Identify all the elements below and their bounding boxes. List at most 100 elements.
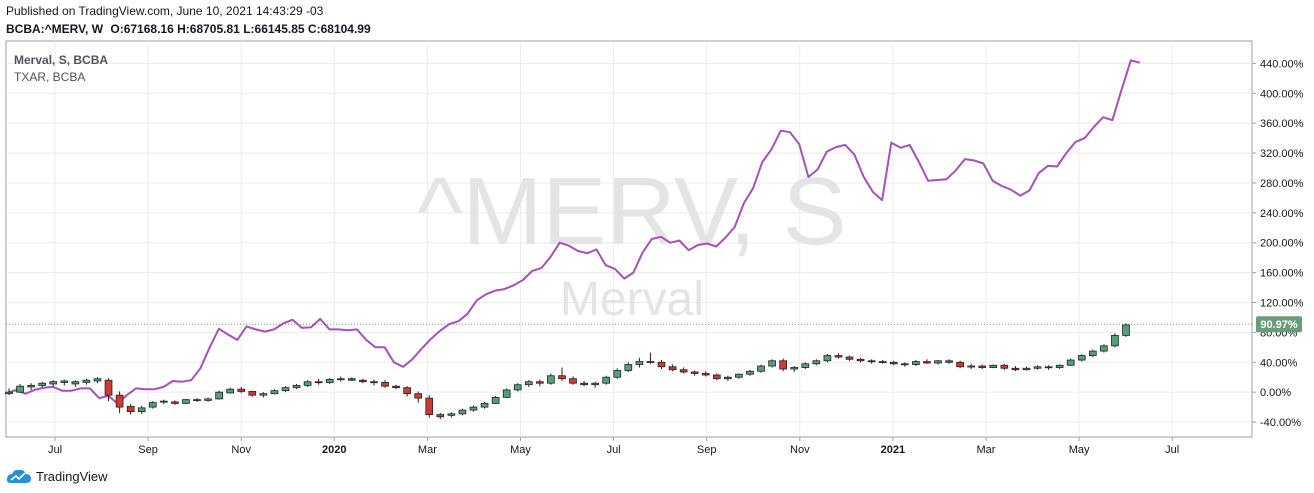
candle-body (359, 379, 367, 383)
candle-body (49, 381, 58, 385)
candle-body (823, 355, 832, 362)
series-line-txar (6, 59, 1141, 405)
candle-body (348, 378, 356, 381)
plot-frame (5, 40, 1253, 438)
candle-body (447, 413, 456, 416)
candle-body (325, 379, 334, 383)
candle-body (712, 374, 721, 380)
x-tick-label: Mar (977, 444, 996, 456)
candle-body (547, 375, 555, 384)
x-tick-label: Sep (138, 444, 158, 456)
low-label: L: (243, 22, 255, 36)
candle-body (779, 360, 787, 370)
chart[interactable]: 440.00% 400.00% 360.00% 320.00% 280.00% 240.0… (0, 0, 1314, 465)
x-tick-label: May (510, 444, 531, 456)
y-tick-label: 200.00% (1260, 238, 1304, 250)
y-tick-label: 320.00% (1260, 148, 1304, 160)
candle-body (60, 380, 69, 383)
candle-body (314, 381, 323, 384)
candle-body (580, 382, 588, 386)
candle-body (237, 388, 246, 392)
y-tick-label: 0.00% (1260, 387, 1291, 399)
candle-body (790, 367, 799, 370)
candle-body (93, 378, 102, 382)
legend-main-series: Merval, S, BCBA (14, 53, 108, 67)
candle-body (1055, 364, 1064, 368)
symbol-ohlc-line: BCBA:^MERV, W O:67168.16 H:68705.81 L:66… (6, 22, 371, 36)
candle-body (591, 382, 599, 386)
candle-body (889, 361, 898, 365)
candle-body (668, 366, 677, 371)
candle-body (934, 360, 942, 364)
candle-body (867, 360, 876, 363)
watermark-name: Merval (560, 273, 704, 326)
brand-name: TradingView (36, 468, 108, 484)
candle-body (148, 402, 157, 408)
candle-body (845, 356, 854, 360)
candle-body (303, 381, 312, 386)
candle-body (569, 378, 577, 384)
candle-body (801, 363, 810, 368)
x-tick-label: 2020 (322, 444, 346, 456)
candle-body (204, 398, 212, 401)
candle-body (989, 364, 998, 368)
candle-body (160, 400, 168, 403)
candle-body (878, 361, 887, 363)
candle-body (259, 393, 268, 396)
candle-body (248, 391, 257, 396)
y-tick-label: 160.00% (1260, 268, 1304, 280)
candle-body (679, 369, 688, 373)
candle-body (1088, 350, 1097, 356)
candle-body (16, 385, 24, 393)
candle-body (536, 381, 544, 384)
candle-body (469, 406, 478, 411)
watermark-symbol: ^MERV, S (417, 158, 846, 265)
low-value: 66145.85 (254, 22, 305, 36)
y-tick-label: 360.00% (1260, 118, 1304, 130)
candle-body (392, 385, 400, 389)
candle-body (215, 391, 223, 400)
candle-body (945, 360, 953, 363)
candle-body (436, 414, 445, 418)
open-label: O: (110, 22, 124, 36)
candle-body (336, 378, 345, 381)
y-tick-label: -40.00% (1260, 417, 1301, 429)
legend-compare-series: TXAR, BCBA (14, 70, 85, 84)
candle-body (978, 365, 987, 368)
x-tick-label: Jul (48, 444, 62, 456)
x-tick-label: May (1069, 444, 1090, 456)
candle-body (137, 407, 146, 412)
candle-body (768, 360, 776, 367)
candle-body (635, 361, 644, 365)
x-tick-label: Jul (607, 444, 621, 456)
candle-body (724, 376, 732, 380)
tradingview-logo-icon (7, 469, 31, 483)
candle-body (657, 361, 666, 368)
candle-body (126, 405, 135, 412)
candle-body (182, 399, 190, 404)
candle-body (193, 399, 201, 402)
candle-body (281, 387, 290, 392)
candle-body (524, 381, 533, 386)
candle-body (171, 401, 179, 404)
candle-body (812, 360, 821, 365)
candle-body (502, 389, 511, 398)
x-tick-label: Sep (697, 444, 717, 456)
high-label: H: (177, 22, 190, 36)
close-label: C: (307, 22, 321, 36)
footer: TradingView (6, 465, 108, 487)
candle-body (425, 397, 434, 415)
candle-body (923, 361, 931, 364)
candle-body (1111, 334, 1119, 347)
candle-body (226, 388, 235, 394)
candle-body (1000, 364, 1009, 369)
y-tick-label: 120.00% (1260, 298, 1304, 310)
candle-body (71, 381, 80, 385)
candle-body (834, 355, 843, 358)
x-tick-label: Mar (418, 444, 437, 456)
candle-body (370, 381, 378, 384)
candle-body (27, 385, 35, 388)
candle-body (900, 363, 909, 366)
candle-body (613, 370, 622, 378)
candle-body (270, 390, 279, 395)
